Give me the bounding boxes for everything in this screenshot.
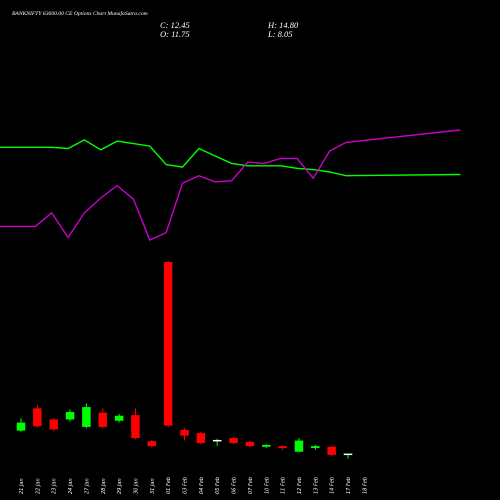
date-tick-label: 12 Feb bbox=[297, 477, 303, 494]
date-tick-label: 04 Feb bbox=[199, 477, 205, 494]
candle-28-jan bbox=[98, 408, 107, 429]
date-tick-label: 01 Feb bbox=[166, 477, 172, 494]
indicator-line-2 bbox=[0, 129, 461, 241]
candle-13-feb bbox=[311, 444, 320, 450]
candle-body bbox=[245, 441, 255, 447]
candle-body bbox=[294, 440, 304, 452]
candle-body bbox=[147, 441, 157, 447]
candle-body bbox=[49, 419, 58, 430]
candle-07-feb bbox=[245, 440, 255, 448]
candle-body bbox=[65, 412, 75, 420]
candle-body bbox=[16, 422, 26, 431]
low-value: L: 8.05 bbox=[268, 29, 293, 39]
date-tick-label: 03 Feb bbox=[183, 477, 189, 494]
date-tick-label: 30 Jan bbox=[133, 478, 139, 494]
candle-body bbox=[343, 453, 353, 456]
date-tick-label: 22 Jan bbox=[35, 478, 41, 494]
candle-24-jan bbox=[65, 409, 75, 422]
date-tick-label: 28 Jan bbox=[101, 478, 107, 494]
candle-01-feb bbox=[163, 260, 173, 427]
candle-21-jan bbox=[16, 418, 26, 432]
high-value: H: 14.80 bbox=[268, 20, 299, 30]
date-tick-label: 06 Feb bbox=[232, 477, 238, 494]
candle-body bbox=[131, 415, 140, 439]
chart-title: BANKNIFTY 63600.00 CE Options Chart Muna… bbox=[12, 11, 148, 17]
date-tick-label: 14 Feb bbox=[330, 477, 336, 494]
date-tick-label: 24 Jan bbox=[68, 478, 74, 494]
date-tick-label: 23 Jan bbox=[52, 478, 58, 494]
candle-body bbox=[229, 438, 238, 444]
candle-body bbox=[196, 433, 206, 444]
candle-04-feb bbox=[196, 431, 206, 445]
date-tick-label: 27 Jan bbox=[84, 478, 90, 494]
candle-body bbox=[327, 446, 336, 455]
date-tick-label: 18 Feb bbox=[362, 477, 368, 494]
candle-22-jan bbox=[33, 404, 42, 428]
date-tick-label: 07 Feb bbox=[248, 477, 254, 494]
candle-23-jan bbox=[49, 418, 58, 432]
candle-06-feb bbox=[229, 436, 238, 445]
candle-body bbox=[163, 262, 173, 426]
close-value: C: 12.45 bbox=[160, 20, 190, 30]
date-tick-label: 13 Feb bbox=[313, 477, 319, 494]
date-tick-label: 31 Jan bbox=[150, 478, 156, 494]
candle-03-feb bbox=[180, 428, 189, 441]
candle-body bbox=[82, 407, 91, 427]
date-tick-label: 17 Feb bbox=[346, 477, 352, 494]
candle-body bbox=[212, 439, 222, 442]
candle-27-jan bbox=[82, 403, 91, 429]
candle-30-jan bbox=[131, 408, 140, 440]
candle-body bbox=[278, 446, 287, 448]
candle-body bbox=[33, 408, 42, 427]
date-tick-label: 21 Jan bbox=[19, 478, 25, 494]
candle-12-feb bbox=[294, 438, 304, 453]
candle-body bbox=[114, 415, 124, 421]
candle-body bbox=[262, 444, 271, 447]
candle-05-feb bbox=[212, 438, 222, 447]
candle-14-feb bbox=[327, 445, 336, 457]
candle-11-feb bbox=[278, 445, 287, 450]
date-tick-label: 11 Feb bbox=[281, 477, 287, 494]
indicator-line-1 bbox=[0, 139, 461, 177]
date-tick-label: 05 Feb bbox=[215, 477, 221, 494]
candle-31-jan bbox=[147, 439, 157, 448]
candle-10-feb bbox=[262, 444, 271, 448]
date-tick-label: 10 Feb bbox=[264, 477, 270, 494]
candle-body bbox=[98, 412, 107, 427]
candle-17-feb bbox=[343, 453, 353, 459]
candle-29-jan bbox=[114, 413, 124, 423]
candle-body bbox=[311, 446, 320, 448]
open-value: O: 11.75 bbox=[160, 29, 190, 39]
date-tick-label: 29 Jan bbox=[117, 478, 123, 494]
candle-body bbox=[180, 430, 189, 436]
